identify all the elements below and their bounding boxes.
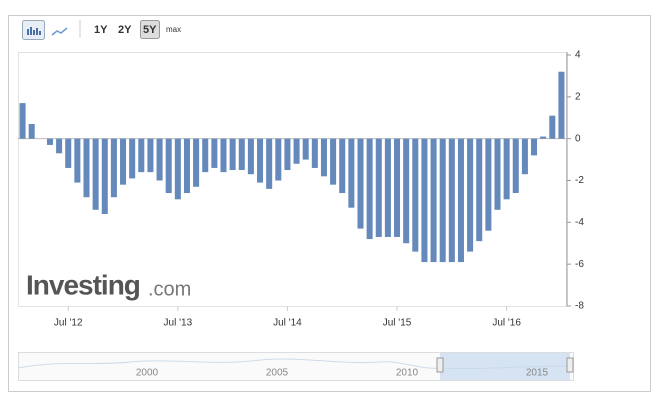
x-tick-label: Jul '14	[273, 318, 302, 329]
bar	[46, 138, 53, 145]
bar	[448, 138, 455, 263]
bar	[348, 138, 355, 208]
bar	[211, 138, 218, 168]
bar	[147, 138, 154, 173]
navigator-label: 2010	[396, 368, 419, 379]
frame	[8, 15, 651, 392]
y-tick-label: -6	[575, 259, 584, 270]
bar-icon	[27, 27, 41, 35]
bar	[74, 138, 81, 183]
bar	[549, 115, 556, 139]
bar	[56, 138, 63, 154]
bar	[183, 138, 190, 194]
bar	[558, 71, 565, 139]
x-tick-label: Jul '15	[383, 318, 412, 329]
bar	[339, 138, 346, 194]
bar	[174, 138, 181, 200]
bar	[485, 138, 492, 231]
navigator-selection[interactable]	[440, 353, 570, 380]
bar	[247, 138, 254, 175]
bar	[521, 138, 528, 175]
navigator-handle[interactable]	[436, 357, 444, 373]
bar	[65, 138, 72, 168]
x-tick-label: Jul '16	[492, 318, 521, 329]
navigator-handle[interactable]	[566, 357, 574, 373]
bar	[375, 138, 382, 237]
bar	[540, 136, 547, 139]
bar	[412, 138, 419, 252]
bar	[202, 138, 209, 173]
bar	[421, 138, 428, 263]
range-button[interactable]: max	[166, 25, 181, 34]
bar	[320, 138, 327, 177]
bar	[156, 138, 163, 181]
bar	[403, 138, 410, 244]
navigator-label: 2005	[266, 368, 289, 379]
line-chart-button[interactable]	[51, 27, 68, 36]
bar	[366, 138, 373, 240]
bar	[476, 138, 483, 242]
bar	[28, 124, 35, 139]
logo: Investing	[26, 269, 140, 300]
y-tick-label: -4	[575, 217, 584, 228]
bar	[165, 138, 172, 194]
selected-range	[140, 20, 160, 39]
navigator-label: 2015	[526, 368, 549, 379]
y-tick-label: 4	[575, 50, 581, 61]
bar	[229, 138, 236, 171]
bar	[357, 138, 364, 229]
y-tick-label: -8	[575, 301, 584, 312]
bar	[293, 138, 300, 164]
bar	[330, 138, 337, 185]
bar	[101, 138, 108, 214]
bar	[512, 138, 519, 194]
bar	[302, 138, 309, 160]
bar	[430, 138, 437, 263]
bar	[257, 138, 264, 183]
x-tick-label: Jul '12	[54, 318, 83, 329]
bar	[110, 138, 117, 198]
bar	[220, 138, 227, 173]
y-tick-label: -2	[575, 175, 584, 186]
bar	[238, 138, 245, 171]
bar	[503, 138, 510, 200]
bar	[394, 138, 401, 237]
y-tick-label: 0	[575, 133, 581, 144]
bar	[439, 138, 446, 263]
bar	[384, 138, 391, 237]
bar	[275, 138, 282, 181]
bar	[284, 138, 291, 171]
y-tick-label: 2	[575, 91, 581, 102]
bar	[83, 138, 90, 198]
bar	[531, 138, 538, 156]
x-tick-label: Jul '13	[164, 318, 193, 329]
range-button[interactable]: 1Y	[94, 24, 108, 36]
logo-suffix: .com	[148, 278, 191, 300]
bar	[129, 138, 136, 179]
navigator-label: 2000	[136, 368, 159, 379]
range-button[interactable]: 5Y	[143, 24, 157, 36]
bar	[266, 138, 273, 189]
bar	[19, 103, 26, 139]
bar	[457, 138, 464, 263]
bar	[193, 138, 200, 187]
bar	[467, 138, 474, 252]
bar	[92, 138, 99, 210]
bar	[494, 138, 501, 210]
bar	[120, 138, 127, 185]
bar	[138, 138, 145, 173]
bar	[311, 138, 318, 168]
range-button[interactable]: 2Y	[118, 24, 132, 36]
